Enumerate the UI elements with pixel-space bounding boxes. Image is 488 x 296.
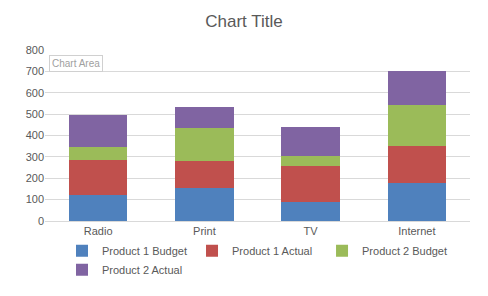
svg-text:Chart Area: Chart Area (52, 58, 100, 69)
svg-text:Print: Print (193, 225, 216, 237)
svg-text:Internet: Internet (398, 225, 435, 237)
svg-text:Chart Title: Chart Title (205, 12, 282, 31)
svg-text:400: 400 (26, 129, 44, 141)
svg-text:100: 100 (26, 193, 44, 205)
svg-text:800: 800 (26, 44, 44, 56)
svg-text:Product 1 Budget: Product 1 Budget (102, 245, 187, 257)
svg-text:200: 200 (26, 172, 44, 184)
svg-text:600: 600 (26, 87, 44, 99)
svg-text:TV: TV (304, 225, 319, 237)
svg-text:500: 500 (26, 108, 44, 120)
svg-text:Product 1 Actual: Product 1 Actual (232, 245, 312, 257)
svg-text:300: 300 (26, 151, 44, 163)
svg-text:0: 0 (38, 215, 44, 227)
svg-text:Product 2 Budget: Product 2 Budget (362, 245, 447, 257)
svg-text:700: 700 (26, 65, 44, 77)
svg-text:Radio: Radio (84, 225, 113, 237)
svg-text:Product 2 Actual: Product 2 Actual (102, 264, 182, 276)
